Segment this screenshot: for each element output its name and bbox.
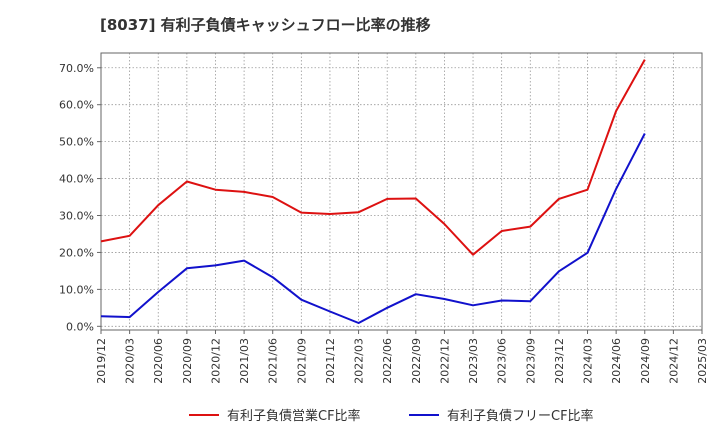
x-tick-label: 2025/03 [696,338,709,384]
x-tick-label: 2021/06 [267,338,280,384]
x-tick-label: 2022/12 [438,338,451,384]
y-tick-label: 40.0% [59,173,94,186]
x-tick-label: 2019/12 [95,338,108,384]
legend-label-free-cf: 有利子負債フリーCF比率 [447,408,594,424]
x-tick-label: 2022/03 [353,338,366,384]
x-tick-label: 2020/12 [209,338,222,384]
x-tick-label: 2020/09 [181,338,194,384]
x-tick-label: 2024/03 [582,338,595,384]
plot-frame [100,52,703,331]
series-layer [100,59,646,324]
series-line-operating-cf [100,59,646,256]
x-tick-label: 2023/03 [467,338,480,384]
x-tick-label: 2020/06 [152,338,165,384]
legend-label-operating-cf: 有利子負債営業CF比率 [227,408,361,424]
x-tick-label: 2022/06 [381,338,394,384]
x-tick-label: 2021/03 [238,338,251,384]
x-tick-label: 2024/06 [610,338,623,384]
y-tick-label: 0.0% [66,320,94,333]
y-tick-label: 70.0% [59,62,94,75]
x-tick-label: 2024/09 [639,338,652,384]
chart-title: [8037] 有利子負債キャッシュフロー比率の推移 [100,16,431,34]
x-tick-label: 2023/12 [553,338,566,384]
grid-layer [100,53,703,330]
x-axis: 2019/12 2020/03 2020/06 2020/09 2020/12 2021/… [95,330,709,384]
y-tick-label: 30.0% [59,210,94,223]
y-tick-label: 60.0% [59,99,94,112]
y-axis: 0.0% 10.0% 20.0% 30.0% 40.0% 50.0% 60.0% 70.0% [59,62,101,333]
y-tick-label: 10.0% [59,283,94,296]
x-tick-label: 2024/12 [667,338,680,384]
legend: 有利子負債営業CF比率 有利子負債フリーCF比率 [189,408,594,424]
x-tick-label: 2022/09 [410,338,423,384]
series-line-free-cf [100,133,646,324]
y-tick-label: 50.0% [59,136,94,149]
x-tick-label: 2020/03 [124,338,137,384]
x-tick-label: 2023/09 [524,338,537,384]
x-tick-label: 2021/09 [295,338,308,384]
y-tick-label: 20.0% [59,246,94,259]
x-tick-label: 2023/06 [496,338,509,384]
x-tick-label: 2021/12 [324,338,337,384]
